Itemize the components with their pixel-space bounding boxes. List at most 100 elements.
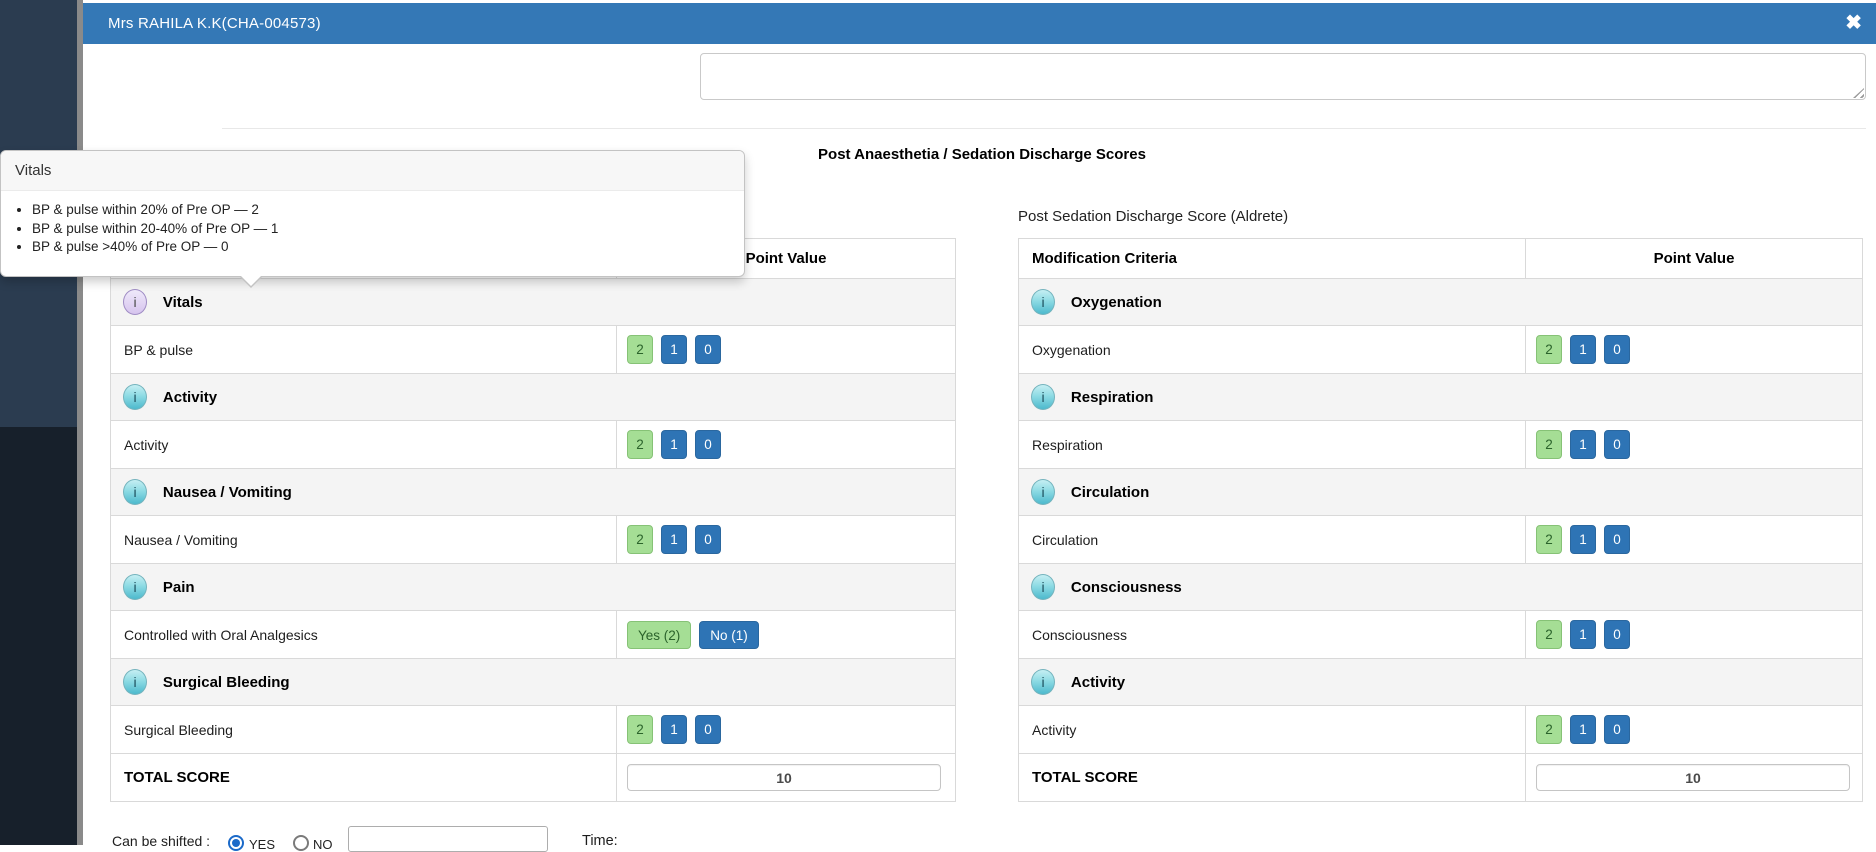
score-2-button[interactable]: 2: [1536, 335, 1562, 364]
table-row: Controlled with Oral Analgesics Yes (2) N…: [110, 610, 956, 659]
score-2-button[interactable]: 2: [1536, 430, 1562, 459]
score-0-button[interactable]: 0: [1604, 430, 1630, 459]
score-2-button[interactable]: 2: [1536, 620, 1562, 649]
radio-dot: [232, 839, 240, 847]
section-label: Consciousness: [1070, 578, 1182, 596]
criteria-label: BP & pulse: [110, 325, 617, 374]
score-0-button[interactable]: 0: [1604, 715, 1630, 744]
score-2-button[interactable]: 2: [627, 715, 653, 744]
shift-detail-input[interactable]: [348, 826, 548, 852]
modal-header: Mrs RAHILA K.K(CHA-004573) ✖: [83, 3, 1876, 44]
section-row-oxygenation: i Oxygenation: [1018, 278, 1863, 326]
criteria-label: Activity: [110, 420, 617, 469]
criteria-label: Controlled with Oral Analgesics: [110, 610, 617, 659]
info-icon[interactable]: i: [1031, 669, 1055, 695]
score-1-button[interactable]: 1: [661, 430, 687, 459]
tooltip-arrow-fill: [240, 275, 262, 286]
score-0-button[interactable]: 0: [695, 715, 721, 744]
score-1-button[interactable]: 1: [1570, 430, 1596, 459]
no-button[interactable]: No (1): [699, 620, 759, 649]
total-score-row: TOTAL SCORE: [110, 753, 956, 802]
score-1-button[interactable]: 1: [661, 715, 687, 744]
criteria-label: Circulation: [1018, 515, 1526, 564]
total-score-input[interactable]: [627, 764, 941, 791]
textarea-resize-grip-icon[interactable]: [1853, 88, 1864, 98]
score-1-button[interactable]: 1: [1570, 525, 1596, 554]
notes-textarea[interactable]: [700, 53, 1866, 100]
section-row-circulation: i Circulation: [1018, 468, 1863, 516]
score-0-button[interactable]: 0: [1604, 525, 1630, 554]
info-icon[interactable]: i: [1031, 384, 1055, 410]
section-label: Respiration: [1070, 388, 1154, 406]
aldrete-subtitle: Post Sedation Discharge Score (Aldrete): [1018, 208, 1289, 225]
anaesthesia-score-table: Modification Criteria Point Value i Vita…: [110, 238, 956, 802]
section-row-consciousness: i Consciousness: [1018, 563, 1863, 611]
score-0-button[interactable]: 0: [695, 430, 721, 459]
score-0-button[interactable]: 0: [1604, 620, 1630, 649]
section-row-nausea: i Nausea / Vomiting: [110, 468, 956, 516]
info-icon[interactable]: i: [123, 289, 147, 315]
section-label: Nausea / Vomiting: [162, 483, 292, 501]
tooltip-item: BP & pulse within 20-40% of Pre OP — 1: [32, 220, 730, 239]
info-icon[interactable]: i: [123, 574, 147, 600]
section-row-vitals: i Vitals: [110, 278, 956, 326]
section-label: Activity: [162, 388, 218, 406]
yes-button[interactable]: Yes (2): [627, 620, 692, 649]
sidebar-lower: [0, 427, 77, 845]
score-2-button[interactable]: 2: [627, 525, 653, 554]
score-1-button[interactable]: 1: [661, 525, 687, 554]
total-score-label: TOTAL SCORE: [1018, 753, 1526, 802]
criteria-label: Nausea / Vomiting: [110, 515, 617, 564]
info-icon[interactable]: i: [1031, 289, 1055, 315]
total-score-input[interactable]: [1536, 764, 1850, 791]
section-label: Pain: [162, 578, 195, 596]
info-icon[interactable]: i: [123, 669, 147, 695]
info-icon[interactable]: i: [1031, 574, 1055, 600]
section-label: Circulation: [1070, 483, 1150, 501]
shift-yes-radio[interactable]: [228, 835, 244, 851]
score-0-button[interactable]: 0: [695, 335, 721, 364]
criteria-label: Consciousness: [1018, 610, 1526, 659]
tooltip-title: Vitals: [1, 151, 744, 191]
aldrete-score-table: Modification Criteria Point Value i Oxyg…: [1018, 238, 1863, 802]
score-2-button[interactable]: 2: [1536, 715, 1562, 744]
close-icon[interactable]: ✖: [1845, 12, 1862, 34]
column-header-point-value: Point Value: [1525, 238, 1863, 279]
vitals-tooltip: Vitals BP & pulse within 20% of Pre OP —…: [0, 150, 745, 288]
score-1-button[interactable]: 1: [1570, 335, 1596, 364]
total-score-row: TOTAL SCORE: [1018, 753, 1863, 802]
section-label: Activity: [1070, 673, 1126, 691]
tooltip-item: BP & pulse >40% of Pre OP — 0: [32, 238, 730, 257]
can-be-shifted-label: Can be shifted :: [112, 833, 211, 849]
info-icon[interactable]: i: [123, 384, 147, 410]
score-1-button[interactable]: 1: [1570, 620, 1596, 649]
info-icon[interactable]: i: [123, 479, 147, 505]
score-0-button[interactable]: 0: [1604, 335, 1630, 364]
patient-title: Mrs RAHILA K.K(CHA-004573): [108, 15, 321, 32]
criteria-label: Activity: [1018, 705, 1526, 754]
score-2-button[interactable]: 2: [627, 430, 653, 459]
tooltip-criteria-list: BP & pulse within 20% of Pre OP — 2 BP &…: [15, 201, 730, 257]
section-label: Surgical Bleeding: [162, 673, 290, 691]
score-0-button[interactable]: 0: [695, 525, 721, 554]
section-row-pain: i Pain: [110, 563, 956, 611]
score-1-button[interactable]: 1: [661, 335, 687, 364]
section-row-surgical-bleeding: i Surgical Bleeding: [110, 658, 956, 706]
score-1-button[interactable]: 1: [1570, 715, 1596, 744]
criteria-label: Respiration: [1018, 420, 1526, 469]
score-2-button[interactable]: 2: [1536, 525, 1562, 554]
tooltip-item: BP & pulse within 20% of Pre OP — 2: [32, 201, 730, 220]
page-title: Post Anaesthetia / Sedation Discharge Sc…: [818, 146, 1146, 163]
shift-no-radio[interactable]: [293, 835, 309, 851]
info-icon[interactable]: i: [1031, 479, 1055, 505]
time-label: Time:: [582, 833, 618, 849]
criteria-label: Oxygenation: [1018, 325, 1526, 374]
score-2-button[interactable]: 2: [627, 335, 653, 364]
